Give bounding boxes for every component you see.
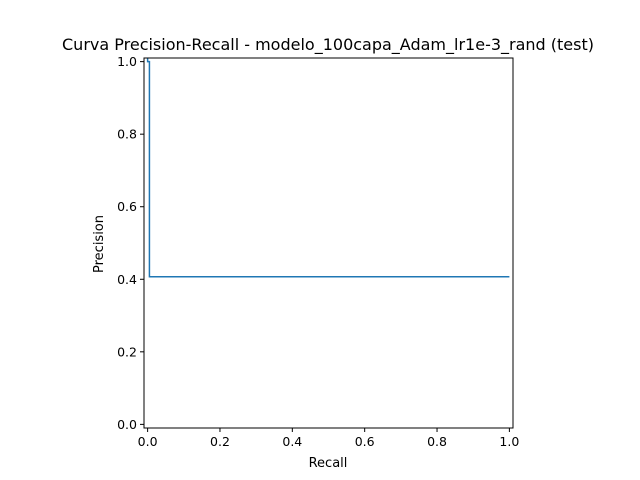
- x-tick-label: 0.6: [355, 434, 375, 449]
- y-tick-label: 0.2: [117, 344, 137, 359]
- y-tick-label: 0.8: [117, 127, 137, 142]
- x-tick-label: 1.0: [499, 434, 519, 449]
- y-tick-label: 1.0: [117, 54, 137, 69]
- x-axis-label: Recall: [309, 456, 348, 471]
- chart-title: Curva Precision-Recall - modelo_100capa_…: [62, 35, 594, 55]
- y-tick-label: 0.4: [117, 272, 137, 287]
- y-axis-label: Precision: [92, 215, 107, 273]
- x-tick-label: 0.4: [282, 434, 302, 449]
- plot-area: [146, 58, 510, 278]
- y-tick-label: 0.0: [117, 417, 137, 432]
- y-tick-label: 0.6: [117, 199, 137, 214]
- x-tick-label: 0.0: [138, 434, 158, 449]
- y-axis: 0.0 0.2 0.4 0.6 0.8 1.0: [117, 54, 144, 432]
- series-line-0: [146, 58, 510, 278]
- axes-frame: [143, 57, 514, 429]
- x-axis: 0.0 0.2 0.4 0.6 0.8 1.0: [138, 428, 519, 449]
- x-tick-label: 0.2: [210, 434, 230, 449]
- x-tick-label: 0.8: [427, 434, 447, 449]
